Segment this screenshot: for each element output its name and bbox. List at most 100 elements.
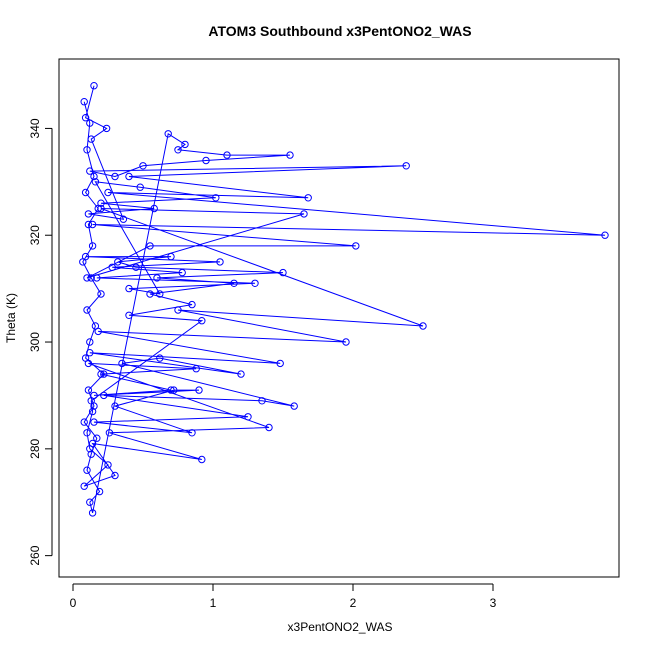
data-point bbox=[83, 274, 91, 282]
data-point bbox=[90, 82, 98, 90]
data-point bbox=[97, 290, 105, 298]
data-point bbox=[80, 418, 88, 426]
data-point bbox=[251, 279, 259, 287]
data-point bbox=[153, 274, 161, 282]
data-point bbox=[164, 130, 172, 138]
data-point bbox=[111, 471, 119, 480]
data-point bbox=[97, 204, 105, 213]
data-point bbox=[156, 290, 164, 298]
data-point bbox=[192, 365, 200, 373]
data-point bbox=[146, 290, 154, 298]
data-point bbox=[300, 210, 308, 218]
data-point bbox=[86, 338, 94, 346]
data-point bbox=[80, 98, 88, 106]
data-point bbox=[84, 220, 93, 229]
y-tick-label: 280 bbox=[28, 439, 42, 459]
data-point bbox=[188, 300, 196, 309]
x-axis-label: x3PentONO2_WAS bbox=[288, 620, 393, 634]
data-point bbox=[402, 162, 410, 170]
data-point bbox=[88, 407, 97, 416]
data-point bbox=[105, 429, 114, 437]
data-point bbox=[83, 466, 91, 474]
x-tick-label: 0 bbox=[70, 596, 77, 610]
data-point bbox=[88, 220, 97, 229]
data-point bbox=[94, 327, 102, 336]
data-point bbox=[286, 151, 294, 159]
data-point bbox=[91, 178, 100, 186]
data-point bbox=[139, 162, 147, 170]
x-tick-label: 2 bbox=[350, 596, 357, 610]
data-point bbox=[93, 434, 101, 442]
data-point bbox=[95, 487, 104, 496]
data-point bbox=[279, 268, 287, 277]
data-point bbox=[178, 268, 186, 277]
data-point bbox=[258, 397, 266, 405]
data-series bbox=[79, 82, 609, 517]
data-point bbox=[114, 258, 122, 266]
data-point bbox=[88, 509, 97, 517]
data-point bbox=[195, 386, 203, 394]
data-point bbox=[125, 172, 133, 181]
data-point bbox=[84, 210, 93, 218]
data-point bbox=[87, 274, 95, 282]
y-tick-label: 300 bbox=[28, 332, 42, 352]
data-point bbox=[342, 338, 350, 346]
data-point bbox=[276, 359, 284, 368]
data-point bbox=[86, 498, 94, 506]
data-point bbox=[216, 258, 224, 266]
data-point bbox=[104, 188, 112, 197]
data-point bbox=[170, 386, 178, 394]
data-point bbox=[93, 274, 101, 282]
y-tick-label: 260 bbox=[28, 545, 42, 565]
data-point bbox=[81, 252, 90, 261]
data-point bbox=[86, 349, 94, 357]
data-point bbox=[244, 413, 252, 421]
data-point bbox=[119, 215, 128, 223]
x-tick-label: 1 bbox=[210, 596, 217, 610]
data-point bbox=[167, 252, 175, 261]
data-point bbox=[84, 386, 93, 394]
data-point bbox=[80, 482, 88, 490]
data-point bbox=[81, 188, 90, 197]
data-point bbox=[125, 311, 133, 319]
data-point bbox=[83, 306, 91, 314]
data-point bbox=[136, 183, 144, 191]
data-point bbox=[86, 119, 94, 127]
y-axis-label: Theta (K) bbox=[4, 293, 18, 343]
data-point bbox=[118, 359, 126, 368]
data-point bbox=[223, 151, 231, 159]
data-point bbox=[230, 279, 238, 287]
data-point bbox=[188, 429, 196, 437]
data-point bbox=[108, 263, 116, 271]
data-point bbox=[88, 242, 97, 250]
data-point bbox=[90, 172, 98, 181]
data-point bbox=[100, 370, 108, 378]
data-point bbox=[102, 124, 111, 133]
series-line bbox=[82, 85, 606, 514]
data-point bbox=[100, 391, 108, 400]
data-point bbox=[167, 386, 175, 394]
chart-title: ATOM3 Southbound x3PentONO2_WAS bbox=[208, 23, 471, 39]
axes: 0 1 2 3 260 280 300 320 340 bbox=[28, 118, 497, 610]
data-point bbox=[202, 156, 210, 165]
data-point bbox=[212, 194, 220, 202]
data-point bbox=[104, 461, 112, 469]
data-point bbox=[181, 140, 189, 149]
data-point bbox=[304, 194, 312, 202]
data-point bbox=[132, 263, 140, 271]
data-point bbox=[97, 370, 105, 378]
data-point bbox=[290, 402, 298, 410]
data-point bbox=[83, 146, 91, 154]
data-point bbox=[87, 397, 95, 405]
data-point bbox=[125, 284, 133, 293]
data-point bbox=[111, 402, 119, 410]
data-point bbox=[87, 135, 95, 143]
data-point bbox=[174, 306, 182, 314]
data-point bbox=[97, 199, 105, 207]
data-point bbox=[265, 423, 273, 432]
x-tick-label: 3 bbox=[490, 596, 497, 610]
data-point bbox=[237, 370, 245, 378]
data-point bbox=[601, 231, 609, 239]
plot-frame bbox=[58, 58, 620, 578]
data-point bbox=[198, 455, 206, 464]
